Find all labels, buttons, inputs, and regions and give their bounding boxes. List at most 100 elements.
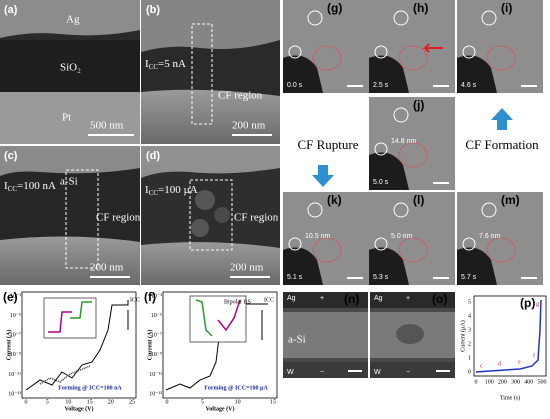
y-tick-label: 10⁻³: [10, 293, 21, 299]
scale-bar: [521, 85, 537, 87]
cathode: [374, 237, 388, 251]
panel-label: (c): [4, 150, 18, 162]
annotation: Forming @ ICC=100 µA: [204, 385, 268, 391]
scale-bar: 200 nm: [232, 120, 266, 132]
cathode: [374, 142, 388, 156]
cathode: [288, 45, 302, 59]
layer-label: Pt: [62, 112, 71, 124]
scale-bar: [433, 277, 449, 279]
anode: [307, 10, 323, 26]
panel-d: (d) ICC=100 µA CF region 200 nm: [141, 146, 280, 285]
electrode-label: W: [374, 369, 381, 376]
tem-panel: (m) 5.7 s 7.6 nm: [457, 192, 543, 285]
y-tick-label: 10⁻⁷: [10, 333, 21, 339]
scale-bar: [433, 182, 449, 184]
x-axis-label: Time (s): [500, 394, 520, 401]
condition: ICC=100 µA: [145, 184, 198, 197]
anode: [393, 107, 409, 123]
panel-label: (f): [144, 290, 156, 304]
time-label: 5.7 s: [461, 274, 477, 281]
x-tick-label: 5: [201, 399, 204, 405]
time-label: 5.1 s: [287, 274, 303, 281]
y-tick-label: 10⁻⁹: [151, 352, 162, 358]
y-tick-label: 2: [468, 341, 471, 347]
arrow-down: [312, 165, 334, 187]
cf-region: [312, 45, 342, 71]
x-tick-label: 300: [511, 379, 520, 385]
tem-panel: (j) 5.0 s 14.8 nm: [369, 97, 455, 190]
x-tick-label: 25: [129, 399, 135, 405]
size-label: 14.8 nm: [391, 138, 416, 145]
x-tick-label: 500: [538, 379, 547, 385]
y-tick-label: 10⁻³: [151, 293, 162, 299]
panel-e: (e) Current (A) Voltage (V) Forming @ IC…: [3, 290, 140, 412]
panel-label: (k): [327, 193, 342, 207]
x-axis-label: Voltage (V): [206, 405, 235, 412]
panel-label: (o): [432, 292, 447, 306]
panel-label: (m): [501, 193, 520, 207]
tem-panel: (l) 5.3 s 5.0 nm: [369, 192, 455, 285]
x-tick-label: 20: [108, 399, 114, 405]
cf-region: [486, 45, 516, 71]
cf-region: [398, 142, 428, 168]
x-tick-label: 0: [475, 379, 478, 385]
polarity: +: [406, 295, 410, 302]
region-label: CF region: [218, 90, 263, 102]
caption: CF Rupture: [297, 137, 358, 152]
y-tick-label: 10⁻⁹: [10, 352, 21, 358]
electrode-label: W: [287, 369, 294, 376]
electrode: [369, 247, 409, 285]
panel-label: (p): [520, 296, 535, 310]
scale-bar: 200 nm: [90, 262, 124, 274]
scale-bar: [433, 85, 449, 87]
size-label: 10.5 nm: [305, 233, 330, 240]
tem-panel: (i) 4.6 s: [457, 0, 543, 93]
annotation: ICC: [130, 297, 140, 303]
tem-panel: (h) 2.5 s: [369, 0, 455, 93]
panel-b: (b) ICC=5 nA CF region 200 nm: [141, 0, 280, 144]
material-label: a-Si: [60, 176, 78, 188]
panel-label: (n): [344, 292, 359, 306]
time-label: 4.6 s: [461, 82, 477, 89]
polarity: −: [320, 369, 324, 376]
electrode: [283, 247, 323, 285]
panel-label: (b): [146, 4, 160, 16]
panel-label: (j): [413, 98, 424, 112]
polarity: +: [320, 295, 324, 302]
cathode: [462, 45, 476, 59]
panel-label: (d): [146, 150, 160, 162]
electrode: [283, 55, 323, 93]
electrode: [457, 247, 497, 285]
cathode: [288, 237, 302, 251]
time-label: 5.0 s: [373, 179, 389, 186]
anode: [481, 10, 497, 26]
anode: [481, 202, 497, 218]
cf-region: [398, 45, 428, 71]
cf-region: [398, 237, 428, 263]
panel-a: (a) Ag SiO₂ Pt 500 nm: [0, 0, 140, 144]
x-tick-label: 10: [235, 399, 241, 405]
red-arrow: [422, 43, 443, 53]
panel-label: (i): [501, 1, 512, 15]
layer-label: SiO₂: [60, 62, 81, 74]
tem-panel: (k) 5.1 s 10.5 nm: [283, 192, 369, 285]
point-label: c: [480, 363, 483, 369]
cf-region: [486, 237, 516, 263]
electrode-label: Ag: [287, 295, 296, 302]
panel-label: (g): [327, 1, 342, 15]
y-tick-label: 10⁻¹³: [8, 391, 21, 397]
electrode: [369, 55, 409, 93]
scale-bar: 500 nm: [90, 120, 124, 132]
y-tick-label: 10⁻⁵: [10, 313, 21, 319]
x-tick-label: 10: [65, 399, 71, 405]
panel-label: (a): [4, 4, 18, 16]
scale-bar: [347, 85, 363, 87]
panel-label: (l): [413, 193, 424, 207]
x-tick-label: 0: [166, 399, 169, 405]
electrode: [369, 152, 409, 190]
scale-bar: [521, 277, 537, 279]
panel-n: Ag + a-Si W − (n): [283, 292, 368, 378]
electrode: [457, 55, 497, 93]
cathode: [462, 237, 476, 251]
